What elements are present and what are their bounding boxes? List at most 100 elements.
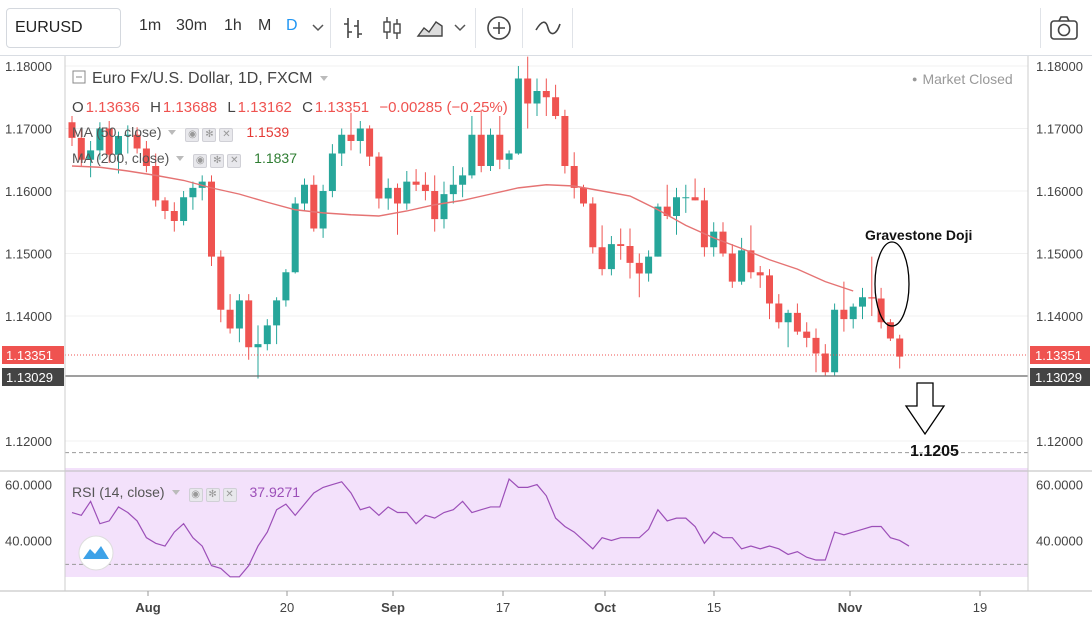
candle-body: [421, 184, 429, 191]
x-tick-label: 20: [280, 600, 294, 615]
add-compare-icon[interactable]: [485, 14, 513, 42]
close-icon[interactable]: ✕: [227, 154, 242, 169]
candle-body: [328, 153, 336, 191]
gear-icon[interactable]: ✻: [205, 488, 220, 503]
x-tick-label: Oct: [594, 600, 616, 615]
close-icon[interactable]: ✕: [222, 488, 237, 503]
candle-body: [68, 122, 76, 138]
gear-icon[interactable]: ✻: [210, 154, 225, 169]
eye-icon[interactable]: ◉: [185, 128, 200, 143]
candle-body: [570, 166, 578, 188]
price-chart[interactable]: 60.0000 60.0000 40.0000 40.0000 1.18000 1.17…: [0, 56, 1092, 624]
interval-30m[interactable]: 30m: [176, 17, 208, 34]
candle-body: [859, 297, 866, 307]
top-toolbar: EURUSD 1m 30m 1h M D: [0, 0, 1092, 56]
eye-icon[interactable]: ◉: [193, 154, 208, 169]
ma200-label: MA (200, close): [72, 150, 170, 166]
candle-body: [459, 175, 467, 185]
change-value: −0.00285 (−0.25%): [379, 99, 508, 116]
tradingview-logo-icon[interactable]: [76, 535, 116, 571]
candle-body: [496, 134, 504, 160]
candle-body: [170, 211, 178, 221]
candle-body: [152, 166, 160, 201]
low-price-text-right: 1.13029: [1035, 370, 1082, 385]
chevron-down-icon[interactable]: [319, 75, 329, 83]
snapshot-icon[interactable]: [1048, 12, 1080, 44]
candle-body: [645, 256, 653, 274]
candle-body: [245, 300, 253, 348]
candle-body: [477, 134, 485, 166]
candle-body: [133, 134, 141, 149]
chevron-down-icon[interactable]: [452, 18, 468, 38]
candle-body: [375, 156, 383, 199]
x-tick-label: 17: [496, 600, 510, 615]
down-arrow-icon: [904, 382, 946, 436]
interval-d[interactable]: D: [286, 17, 298, 34]
candle-body: [607, 244, 615, 270]
candle-body: [635, 262, 643, 274]
x-tick-label: Sep: [381, 600, 405, 615]
candle-body: [87, 150, 95, 160]
area-style-icon[interactable]: [416, 14, 444, 42]
rsi-tick-label-right: 40.0000: [1036, 533, 1083, 548]
candle-body: [96, 128, 104, 151]
interval-1m[interactable]: 1m: [139, 17, 162, 34]
chevron-down-icon[interactable]: [167, 129, 177, 137]
candle-body: [394, 187, 401, 204]
interval-1h[interactable]: 1h: [224, 17, 242, 34]
collapse-icon[interactable]: [72, 70, 86, 84]
bar-style-icon[interactable]: [340, 14, 368, 42]
open-value: 1.13636: [85, 99, 140, 116]
last-price-text-right: 1.13351: [1035, 348, 1082, 363]
x-tick-label: Aug: [135, 600, 160, 615]
candle-body: [468, 134, 476, 176]
close-icon[interactable]: ✕: [219, 128, 234, 143]
interval-m[interactable]: M: [258, 17, 272, 34]
candle-body: [877, 298, 885, 323]
candle-body: [77, 137, 85, 160]
candle-body: [487, 134, 494, 166]
candle-body: [524, 78, 532, 104]
candle-body: [738, 250, 746, 282]
chevron-down-icon[interactable]: [175, 155, 185, 163]
last-price-text-left: 1.13351: [6, 348, 53, 363]
candle-body: [542, 91, 550, 98]
doji-highlight-ellipse: [874, 241, 910, 327]
candle-body: [226, 309, 234, 329]
candle-body: [384, 187, 392, 199]
y-tick-label-left: 1.18000: [5, 59, 52, 74]
low-price-label-right: [1030, 368, 1090, 386]
chevron-down-icon[interactable]: [171, 489, 181, 497]
ma200-legend: MA (200, close) ◉ ✻ ✕ 1.1837: [72, 150, 303, 169]
rsi-tick-label-left: 60.0000: [5, 478, 52, 493]
ma50-value: 1.1539: [246, 124, 290, 140]
candle-body: [700, 200, 708, 248]
candle-body: [561, 116, 569, 166]
rsi-band: [65, 468, 1028, 577]
chart-title: Euro Fx/U.S. Dollar, 1D, FXCM: [92, 70, 313, 87]
chevron-down-icon[interactable]: [310, 18, 326, 38]
x-tick-label: 15: [707, 600, 721, 615]
symbol-search-input[interactable]: EURUSD: [6, 8, 121, 48]
candle-body: [105, 128, 113, 155]
rsi-label: RSI (14, close): [72, 484, 165, 500]
indicators-icon[interactable]: [534, 14, 562, 42]
candle-body: [552, 97, 560, 116]
target-price-label: 1.1205: [910, 443, 959, 460]
x-tick-label: 19: [973, 600, 987, 615]
candle-body: [803, 331, 811, 338]
market-status: Market Closed: [912, 71, 1012, 87]
candle-style-icon[interactable]: [378, 14, 406, 42]
eye-icon[interactable]: ◉: [188, 488, 203, 503]
candle-body: [180, 197, 188, 221]
candle-body: [886, 322, 894, 339]
rsi-line: [71, 477, 910, 578]
candle-body: [840, 309, 848, 320]
legend-title-row: Euro Fx/U.S. Dollar, 1D, FXCM: [72, 70, 329, 88]
candle-body: [208, 181, 215, 257]
candle-body: [449, 184, 457, 195]
candle-body: [505, 153, 513, 160]
candle-body: [254, 344, 262, 348]
gear-icon[interactable]: ✻: [202, 128, 217, 143]
candle-body: [514, 78, 522, 154]
